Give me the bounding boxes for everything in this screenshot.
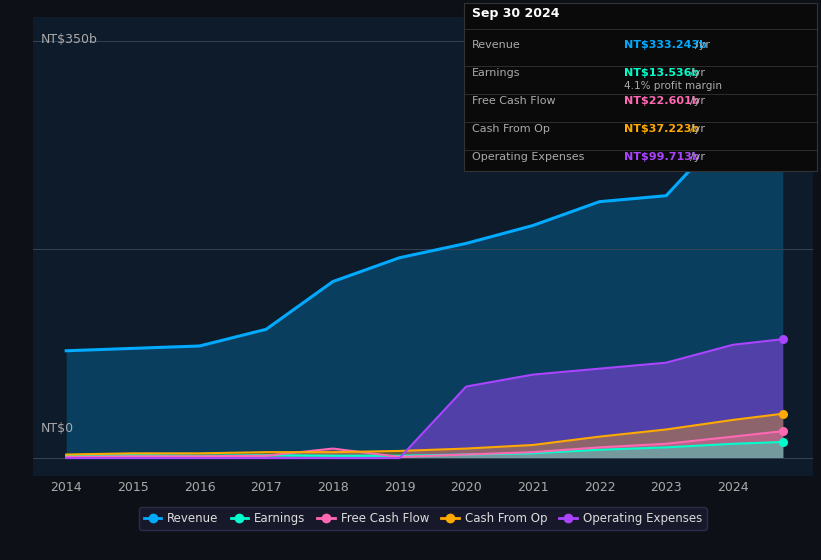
- Text: Free Cash Flow: Free Cash Flow: [472, 96, 556, 106]
- Text: NT$350b: NT$350b: [41, 33, 98, 46]
- Point: [776, 335, 789, 344]
- Text: NT$22.601b: NT$22.601b: [624, 96, 699, 106]
- Point: [776, 57, 789, 66]
- Text: Operating Expenses: Operating Expenses: [472, 152, 585, 162]
- Text: NT$333.243b: NT$333.243b: [624, 40, 707, 50]
- Legend: Revenue, Earnings, Free Cash Flow, Cash From Op, Operating Expenses: Revenue, Earnings, Free Cash Flow, Cash …: [139, 507, 707, 530]
- Point: [776, 437, 789, 446]
- Point: [776, 427, 789, 436]
- Text: Earnings: Earnings: [472, 68, 521, 78]
- Text: /yr: /yr: [690, 124, 704, 134]
- Text: 4.1% profit margin: 4.1% profit margin: [624, 81, 722, 91]
- Text: Cash From Op: Cash From Op: [472, 124, 550, 134]
- Text: Revenue: Revenue: [472, 40, 521, 50]
- Point: [776, 409, 789, 418]
- Text: NT$99.713b: NT$99.713b: [624, 152, 699, 162]
- Text: Sep 30 2024: Sep 30 2024: [472, 7, 560, 20]
- Text: /yr: /yr: [690, 96, 704, 106]
- Text: NT$13.536b: NT$13.536b: [624, 68, 699, 78]
- Text: /yr: /yr: [695, 40, 710, 50]
- Text: /yr: /yr: [690, 152, 704, 162]
- Text: /yr: /yr: [690, 68, 704, 78]
- Text: NT$0: NT$0: [41, 422, 74, 435]
- Text: NT$37.223b: NT$37.223b: [624, 124, 699, 134]
